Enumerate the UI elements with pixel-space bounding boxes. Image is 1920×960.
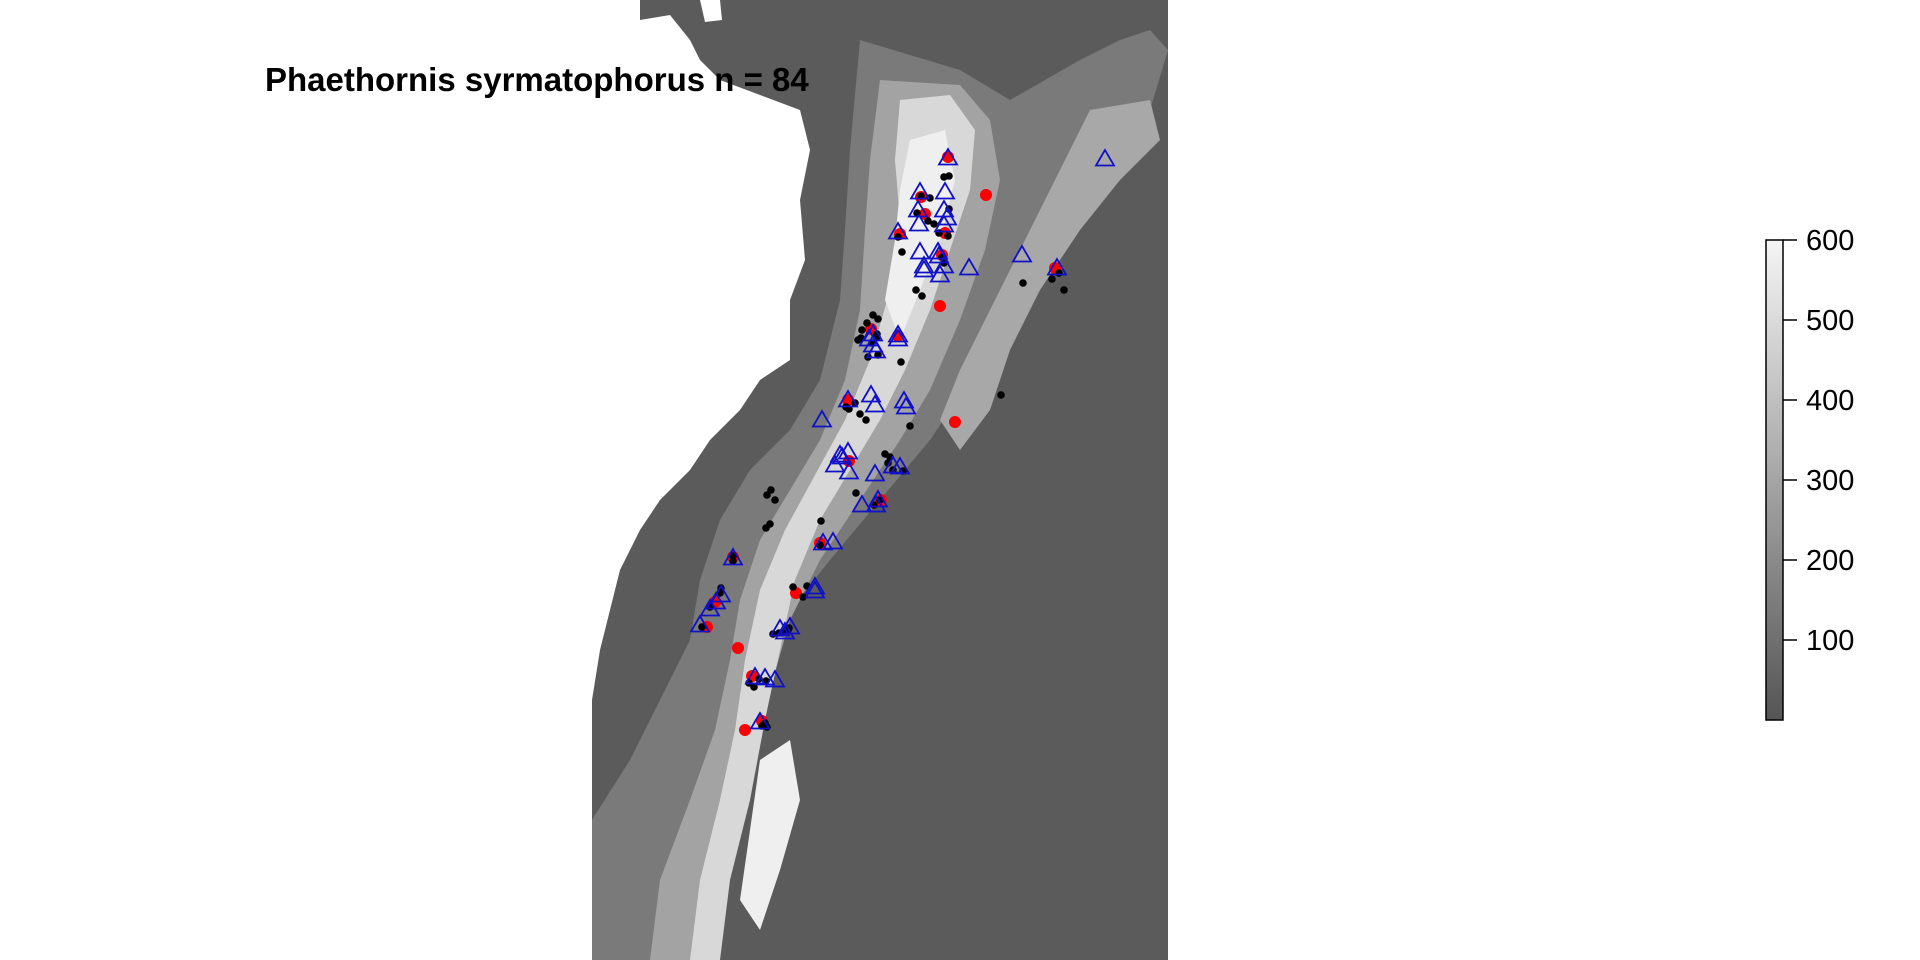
blue-triangle-icon — [882, 455, 904, 474]
blue-triangle-icon — [1011, 244, 1033, 263]
black-dot-icon — [1048, 275, 1056, 283]
black-dot-icon — [912, 286, 920, 294]
blue-triangle-icon — [774, 621, 796, 640]
blue-triangle-icon — [722, 547, 744, 566]
red-dot-icon — [739, 724, 751, 736]
black-dot-icon — [898, 248, 906, 256]
blue-triangle-icon — [824, 454, 846, 473]
blue-triangle-icon — [754, 667, 776, 686]
blue-triangle-icon — [864, 394, 886, 413]
black-dot-icon — [854, 336, 862, 344]
blue-triangle-icon — [958, 257, 980, 276]
black-dot-icon — [1060, 286, 1068, 294]
blue-triangle-icon — [749, 711, 771, 730]
blue-triangle-icon — [937, 147, 959, 166]
blue-triangle-icon — [838, 461, 860, 480]
blue-triangle-icon — [887, 324, 909, 343]
black-dot-icon — [930, 220, 938, 228]
black-dot-icon — [924, 217, 932, 225]
blue-triangle-icon — [887, 221, 909, 240]
black-dot-icon — [762, 524, 770, 532]
colorbar-ticks: 100 200 300 400 500 600 — [1783, 225, 1854, 657]
blue-triangle-icon — [908, 213, 930, 232]
black-dot-icon — [1055, 269, 1063, 277]
blue-triangle-icon — [1046, 257, 1068, 276]
black-dot-icon — [863, 319, 871, 327]
blue-triangle-icon — [744, 666, 766, 685]
black-dot-icon — [729, 552, 737, 560]
black-dot-icon — [858, 326, 866, 334]
blue-triangle-icon — [895, 396, 917, 415]
occurrence-points — [689, 147, 1116, 736]
colorbar-tick-label: 300 — [1806, 465, 1854, 497]
black-dot-icon — [862, 416, 870, 424]
blue-triangle-icon — [831, 446, 853, 465]
blue-triangle-icon — [928, 245, 950, 264]
black-dot-icon — [1019, 279, 1027, 287]
black-dot-icon — [852, 489, 860, 497]
blue-triangle-icon — [837, 389, 859, 408]
blue-triangle-icon — [1094, 148, 1116, 167]
map-title: Phaethornis syrmatophorus n = 84 — [265, 61, 809, 98]
black-dot-icon — [945, 172, 953, 180]
black-dot-icon — [894, 233, 902, 241]
colorbar-tick-label: 200 — [1806, 545, 1854, 577]
colorbar-tick-label: 100 — [1806, 625, 1854, 657]
blue-triangle-icon — [862, 323, 884, 342]
blue-triangle-icon — [889, 456, 911, 475]
red-dot-icon — [934, 300, 946, 312]
black-dot-icon — [789, 583, 797, 591]
red-dot-icon — [892, 330, 904, 342]
blue-triangle-icon — [811, 409, 833, 428]
blue-triangle-icon — [933, 214, 955, 233]
blue-triangle-icon — [779, 616, 801, 635]
blue-triangle-icon — [822, 531, 844, 550]
red-dot-icon — [949, 416, 961, 428]
blue-triangle-icon — [909, 181, 931, 200]
black-dot-icon — [944, 232, 952, 240]
black-dot-icon — [698, 623, 706, 631]
blue-triangle-icon — [936, 207, 958, 226]
black-dot-icon — [918, 292, 926, 300]
legend-colorbar: 100 200 300 400 500 600 — [1765, 225, 1854, 721]
black-dot-icon — [874, 315, 882, 323]
no-data-region — [592, 0, 810, 700]
blue-triangle-icon — [764, 669, 786, 688]
black-dot-icon — [856, 410, 864, 418]
blue-triangle-icon — [927, 241, 949, 260]
blue-triangle-icon — [887, 328, 909, 347]
blue-triangle-icon — [689, 614, 711, 633]
red-dot-icon — [732, 642, 744, 654]
blue-triangle-icon — [710, 584, 732, 603]
colorbar-tick-label: 600 — [1806, 225, 1854, 257]
blue-triangle-icon — [913, 255, 935, 274]
colorbar-tick-label: 500 — [1806, 305, 1854, 337]
black-dot-icon — [799, 593, 807, 601]
colorbar-gradient — [1765, 239, 1784, 721]
black-dot-icon — [906, 422, 914, 430]
black-dot-icon — [771, 496, 779, 504]
black-dot-icon — [997, 391, 1005, 399]
blue-triangle-icon — [865, 340, 887, 359]
black-dot-icon — [763, 491, 771, 499]
colorbar-tick-label: 400 — [1806, 385, 1854, 417]
black-dot-icon — [817, 517, 825, 525]
blue-triangle-icon — [851, 494, 873, 513]
blue-triangle-icon — [699, 598, 721, 617]
blue-triangle-icon — [804, 576, 826, 595]
blue-triangle-icon — [804, 580, 826, 599]
blue-triangle-icon — [865, 494, 887, 513]
blue-triangle-icon — [909, 241, 931, 260]
blue-triangle-icon — [934, 181, 956, 200]
blue-triangle-icon — [913, 259, 935, 278]
blue-triangle-icon — [893, 390, 915, 409]
red-dot-icon — [980, 189, 992, 201]
black-dot-icon — [897, 358, 905, 366]
blue-triangle-icon — [929, 264, 951, 283]
no-data-speck-top — [700, 0, 722, 22]
blue-triangle-icon — [864, 463, 886, 482]
